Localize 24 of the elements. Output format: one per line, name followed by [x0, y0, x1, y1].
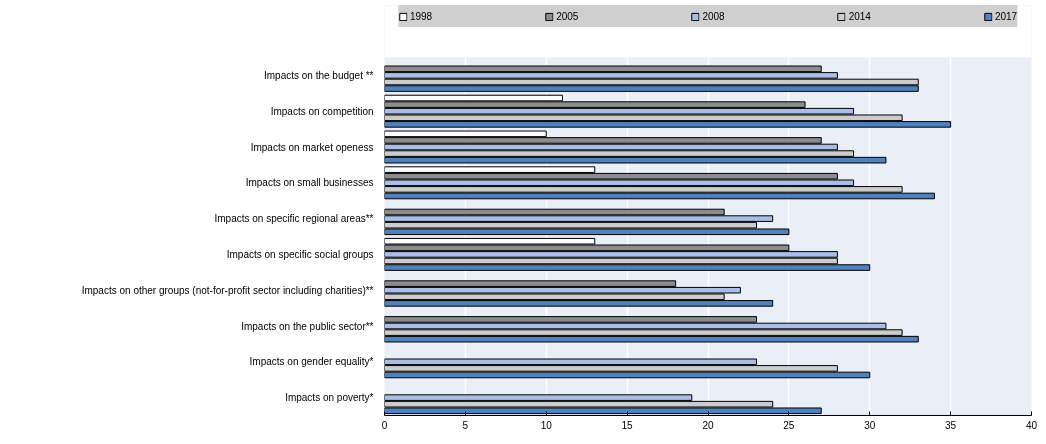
y-tick-label: Impacts on other groups (not-for-profit sector including charities)**	[81, 284, 374, 296]
x-tick-label: 35	[945, 419, 957, 431]
y-tick-label: Impacts on competition	[270, 105, 374, 117]
y-tick-label: Impacts on small businesses	[245, 177, 374, 189]
x-tick-label: 15	[621, 419, 634, 431]
y-tick-label: Impacts on specific regional areas**	[214, 213, 374, 225]
x-tick-label: 25	[783, 419, 795, 431]
legend-label: 1998	[409, 9, 433, 24]
y-tick-label: Impacts on the public sector**	[241, 320, 374, 332]
legend-label: 2017	[994, 9, 1018, 24]
y-tick-label: Impacts on poverty*	[285, 392, 374, 404]
legend-label: 2014	[848, 9, 871, 24]
y-tick-label: Impacts on the budget **	[263, 69, 374, 81]
legend-label: 2008	[702, 9, 725, 24]
y-tick-label: Impacts on market openess	[250, 141, 374, 153]
y-tick-label: Impacts on gender equality*	[249, 356, 374, 368]
x-tick-label: 0	[381, 419, 388, 431]
x-tick-label: 10	[540, 419, 553, 431]
x-tick-label: 30	[864, 419, 876, 431]
y-tick-label: Impacts on specific social groups	[226, 248, 374, 260]
x-tick-label: 5	[462, 419, 469, 431]
x-tick-label: 20	[702, 419, 714, 431]
x-tick-label: 40	[1025, 419, 1038, 431]
legend-label: 2005	[556, 9, 579, 24]
